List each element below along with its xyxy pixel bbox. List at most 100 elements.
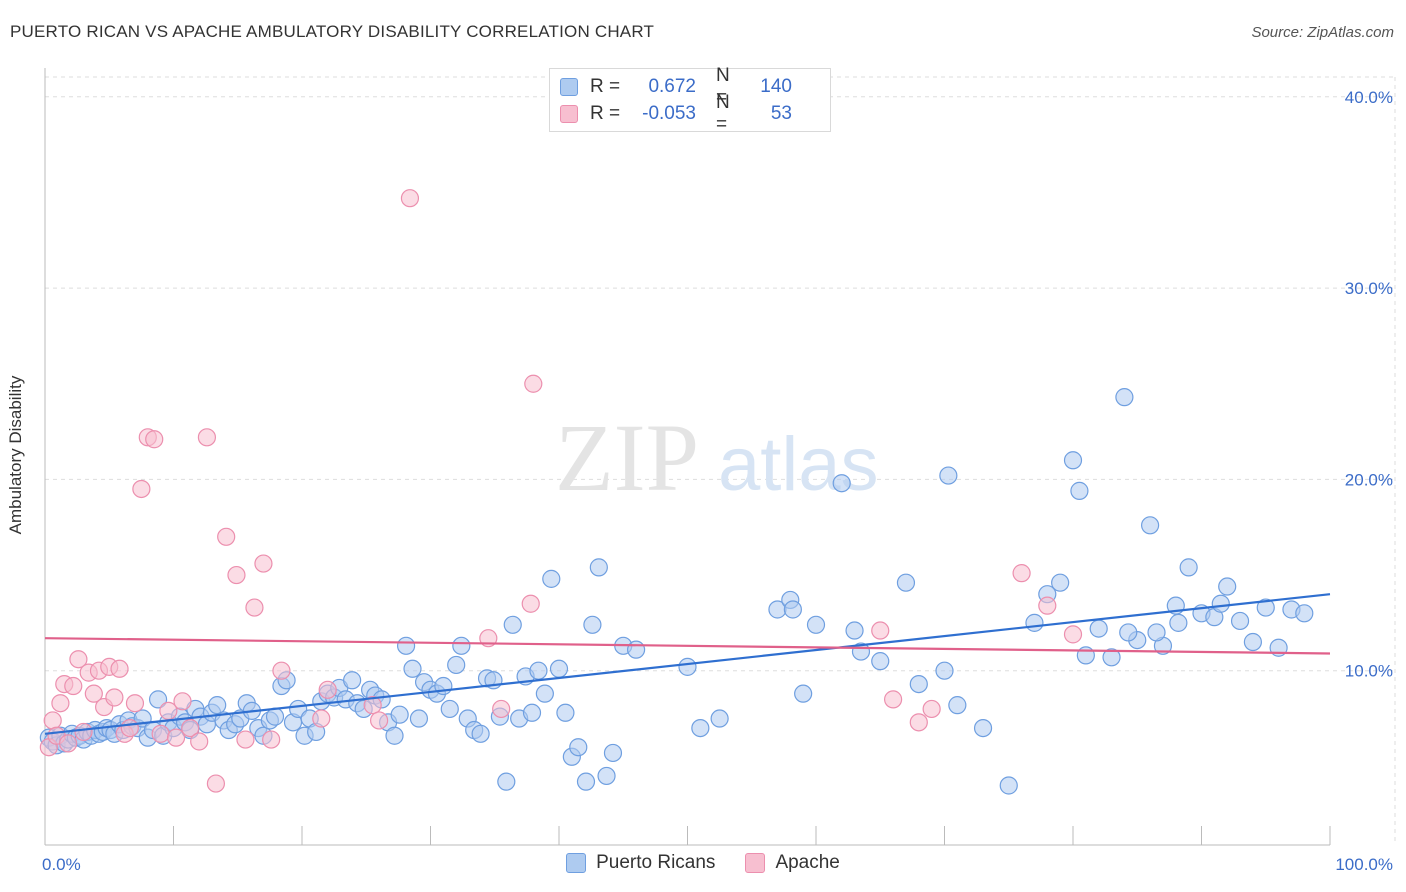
point-puerto-ricans xyxy=(1070,481,1089,500)
point-apache xyxy=(254,554,273,573)
point-puerto-ricans xyxy=(939,466,958,485)
point-apache xyxy=(363,696,382,715)
point-puerto-ricans xyxy=(973,718,993,738)
legend-swatch-pink xyxy=(560,105,578,123)
y-tick-label: 10.0% xyxy=(1345,662,1393,681)
point-puerto-ricans xyxy=(522,703,542,722)
point-puerto-ricans xyxy=(871,652,890,671)
point-apache xyxy=(524,374,543,393)
point-apache xyxy=(181,718,200,738)
legend-r-value: 0.672 xyxy=(648,76,696,97)
axes xyxy=(44,68,1331,846)
point-puerto-ricans xyxy=(948,696,967,715)
point-apache xyxy=(1012,564,1031,583)
watermark-zip: ZIP xyxy=(555,404,699,511)
point-puerto-ricans xyxy=(452,636,471,655)
point-puerto-ricans xyxy=(896,573,916,592)
x-tick-label: 0.0% xyxy=(42,855,81,874)
point-puerto-ricans xyxy=(806,615,826,634)
stats-legend: R = 0.672 N = 140 R = -0.053 N = 53 xyxy=(549,65,831,135)
point-puerto-ricans xyxy=(1119,623,1138,642)
legend-item-apache[interactable]: Apache xyxy=(745,852,840,874)
point-puerto-ricans xyxy=(447,655,466,675)
point-puerto-ricans xyxy=(1102,648,1121,667)
point-apache xyxy=(871,621,890,640)
point-apache xyxy=(190,732,209,751)
tick-labels: 10.0% 20.0% 30.0% 40.0% 0.0% 100.0% xyxy=(42,88,1393,874)
point-puerto-ricans xyxy=(710,709,729,728)
legend-row-puerto-ricans: R = 0.672 N = 140 xyxy=(560,65,792,108)
point-puerto-ricans xyxy=(440,699,459,719)
legend-n-value: 53 xyxy=(770,103,792,124)
point-puerto-ricans xyxy=(208,696,227,715)
point-puerto-ricans xyxy=(1179,558,1198,577)
point-apache xyxy=(105,688,124,707)
series-apache xyxy=(39,189,1083,793)
point-apache xyxy=(110,659,129,678)
point-apache xyxy=(272,661,291,680)
point-puerto-ricans xyxy=(471,724,490,743)
point-apache xyxy=(312,709,331,728)
point-puerto-ricans xyxy=(678,657,697,676)
point-puerto-ricans xyxy=(549,659,569,678)
point-apache xyxy=(922,699,941,719)
point-apache xyxy=(318,680,337,699)
point-apache xyxy=(909,713,928,732)
point-puerto-ricans xyxy=(535,684,554,703)
point-apache xyxy=(120,718,139,738)
point-puerto-ricans xyxy=(691,718,710,738)
point-apache xyxy=(206,774,226,793)
legend-r-value: -0.053 xyxy=(642,103,696,124)
point-apache xyxy=(43,711,62,730)
point-apache xyxy=(166,728,186,747)
point-puerto-ricans xyxy=(1025,613,1044,632)
trend-line-apache xyxy=(44,637,1331,655)
point-apache xyxy=(145,430,164,449)
point-puerto-ricans xyxy=(1211,594,1230,613)
x-tick-label: 100.0% xyxy=(1335,855,1393,874)
point-puerto-ricans xyxy=(542,569,561,588)
legend-swatch-pink xyxy=(745,853,766,873)
series-puerto-ricans xyxy=(39,388,1314,795)
legend-row-apache: R = -0.053 N = 53 xyxy=(560,92,792,135)
legend-r-label: R = xyxy=(590,103,621,124)
legend-swatch-blue xyxy=(560,78,578,96)
point-puerto-ricans xyxy=(935,661,954,680)
legend-item-puerto-ricans[interactable]: Puerto Ricans xyxy=(566,852,715,874)
point-puerto-ricans xyxy=(503,615,522,634)
point-puerto-ricans xyxy=(1218,577,1237,596)
point-puerto-ricans xyxy=(597,766,616,786)
point-puerto-ricans xyxy=(1115,388,1134,407)
source-label: Source: ZipAtlas.com xyxy=(1251,24,1394,41)
point-apache xyxy=(236,730,255,749)
watermark-atlas: atlas xyxy=(718,422,879,507)
point-puerto-ricans xyxy=(396,636,416,655)
point-apache xyxy=(521,594,540,613)
point-apache xyxy=(400,189,420,208)
point-apache xyxy=(125,694,145,713)
point-apache xyxy=(173,692,192,711)
point-puerto-ricans xyxy=(1295,604,1314,623)
legend-r-label: R = xyxy=(590,76,621,97)
series-legend: Puerto Ricans Apache xyxy=(0,852,1406,874)
point-puerto-ricans xyxy=(1140,516,1160,535)
point-apache xyxy=(883,690,903,709)
point-puerto-ricans xyxy=(909,674,928,694)
point-apache xyxy=(59,734,78,753)
point-puerto-ricans xyxy=(1147,623,1166,642)
point-apache xyxy=(84,684,103,703)
point-puerto-ricans xyxy=(529,661,548,680)
point-puerto-ricans xyxy=(1051,573,1070,592)
point-puerto-ricans xyxy=(783,600,802,619)
point-apache xyxy=(74,722,93,742)
point-puerto-ricans xyxy=(794,684,813,703)
point-puerto-ricans xyxy=(556,703,575,722)
point-apache xyxy=(492,699,511,719)
watermark: ZIP atlas xyxy=(555,404,879,511)
point-apache xyxy=(262,730,281,749)
point-puerto-ricans xyxy=(265,707,285,726)
legend-swatch-blue xyxy=(566,853,587,873)
chart-title: PUERTO RICAN VS APACHE AMBULATORY DISABI… xyxy=(10,22,655,41)
point-puerto-ricans xyxy=(1169,613,1188,632)
point-puerto-ricans xyxy=(1256,598,1275,617)
